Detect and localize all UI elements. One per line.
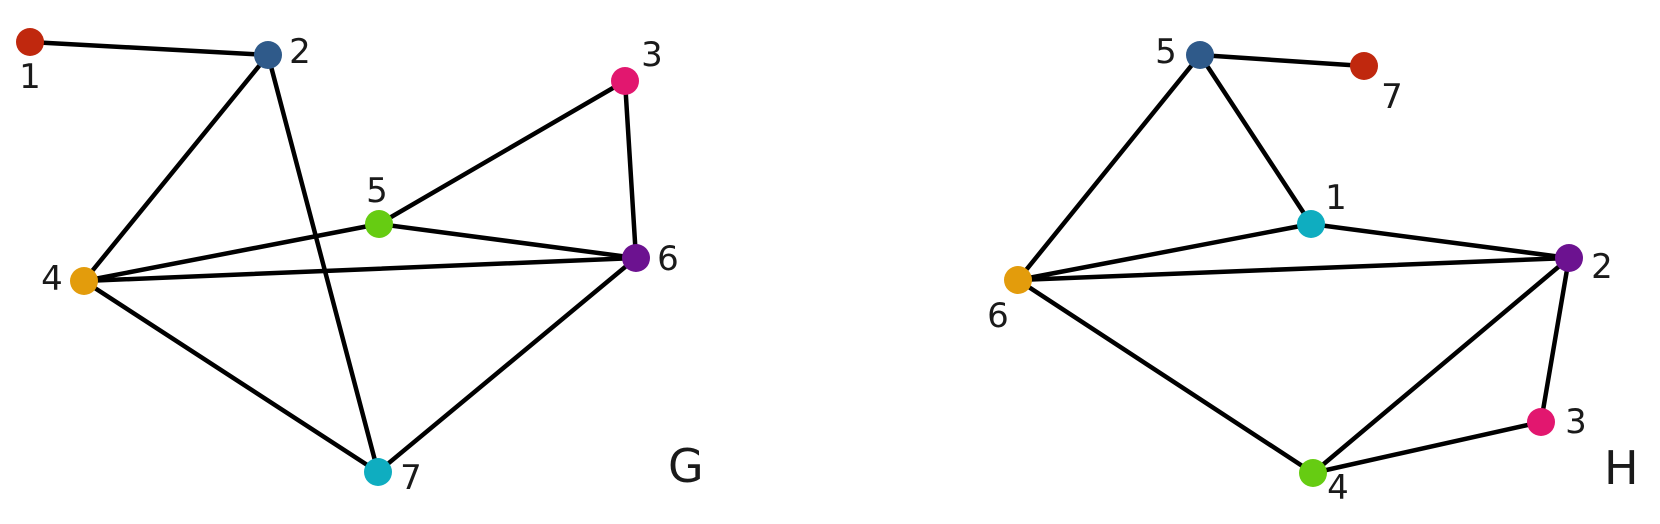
graph-h-node-6	[1004, 266, 1032, 294]
graph-h-node-2	[1555, 244, 1583, 272]
graph-g-edge-3-5	[379, 81, 625, 224]
graph-g-node-1	[16, 28, 44, 56]
graph-g-node-7	[364, 458, 392, 486]
graph-h-edge-5-7	[1200, 55, 1364, 66]
graph-h-node-label-1: 1	[1325, 178, 1347, 218]
graph-g-node-5	[365, 210, 393, 238]
graph-g-nodes: 1 2 3 4 5 6 7	[16, 28, 679, 498]
graph-h-edge-6-4	[1018, 280, 1313, 473]
graph-h-node-3	[1527, 408, 1555, 436]
graph-h-node-7	[1350, 52, 1378, 80]
graph-g-node-4	[70, 267, 98, 295]
graph-g-node-label-1: 1	[19, 57, 41, 97]
graph-h: 1 2 3 4 5 6 7 H	[987, 32, 1638, 508]
graph-h-node-label-4: 4	[1327, 468, 1349, 508]
graph-g-edges	[30, 42, 636, 472]
graph-g-node-label-5: 5	[366, 171, 388, 211]
graph-h-edge-2-4	[1313, 258, 1569, 473]
graph-h-edge-1-2	[1311, 224, 1569, 258]
graph-h-name: H	[1604, 441, 1639, 495]
graph-g-node-label-6: 6	[657, 239, 679, 279]
graph-h-node-label-7: 7	[1381, 77, 1403, 117]
graph-h-edge-2-3	[1541, 258, 1569, 422]
graph-h-node-1	[1297, 210, 1325, 238]
graph-g-node-label-3: 3	[641, 35, 663, 75]
graph-g-node-label-4: 4	[41, 259, 63, 299]
graph-h-node-5	[1186, 41, 1214, 69]
graph-g-node-label-7: 7	[400, 458, 422, 498]
graph-h-edge-5-1	[1200, 55, 1311, 224]
graph-h-edge-3-4	[1313, 422, 1541, 473]
graph-g-name: G	[668, 439, 704, 493]
graph-g-edge-2-4	[84, 55, 268, 281]
graph-g-node-2	[254, 41, 282, 69]
graph-g-edge-1-2	[30, 42, 268, 55]
graph-g-edge-3-6	[625, 81, 636, 258]
graph-h-node-label-2: 2	[1591, 247, 1613, 287]
graph-h-node-4	[1299, 459, 1327, 487]
graph-h-node-label-5: 5	[1155, 32, 1177, 72]
graph-g-edge-4-6	[84, 258, 636, 281]
graph-h-node-label-3: 3	[1565, 402, 1587, 442]
graph-h-node-label-6: 6	[987, 296, 1009, 336]
graph-g-edge-6-7	[378, 258, 636, 472]
graph-g: 1 2 3 4 5 6 7 G	[16, 28, 704, 498]
graph-h-edge-6-2	[1018, 258, 1569, 280]
graph-h-edges	[1018, 55, 1569, 473]
graph-g-node-label-2: 2	[289, 32, 311, 72]
graph-g-node-6	[622, 244, 650, 272]
graph-g-node-3	[611, 67, 639, 95]
graph-g-edge-5-6	[379, 224, 636, 258]
graph-h-edge-5-6	[1018, 55, 1200, 280]
